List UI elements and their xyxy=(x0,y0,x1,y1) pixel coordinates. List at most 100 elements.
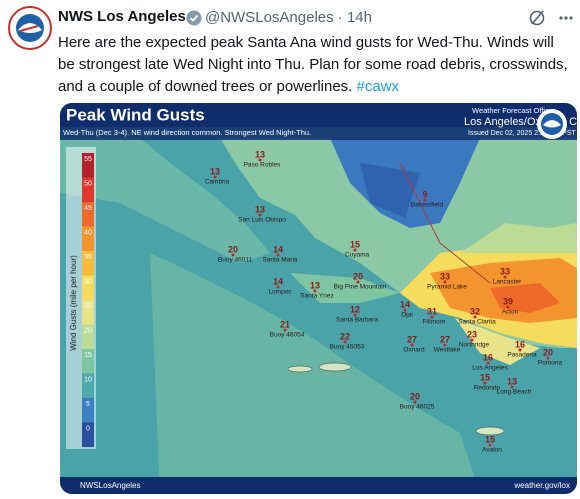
legend-label: 5 xyxy=(86,401,90,408)
place-value: 13 xyxy=(255,149,265,159)
place-dot xyxy=(473,315,477,319)
place-dot xyxy=(258,158,262,162)
tweet-body: Here are the expected peak Santa Ana win… xyxy=(58,34,568,95)
place: 27 Westlake xyxy=(434,334,461,353)
place: 14 Ojai xyxy=(400,299,413,318)
place-dot xyxy=(510,385,514,389)
place-name: Bakersfield xyxy=(411,202,444,209)
place-name: Lompoc xyxy=(268,289,292,296)
place-value: 27 xyxy=(407,334,417,344)
map-subtitle: Wed-Thu (Dec 3-4). NE wind direction com… xyxy=(63,128,311,137)
place-dot xyxy=(258,213,262,217)
legend: Wind Gusts (mile per hour) 5550454035302… xyxy=(66,147,96,449)
timestamp[interactable]: 14h xyxy=(346,9,372,26)
place-value: 23 xyxy=(467,329,477,339)
legend-label: 25 xyxy=(84,303,92,310)
place-dot xyxy=(443,280,447,284)
place-value: 22 xyxy=(340,331,350,341)
place-name: Pasadena xyxy=(507,352,537,359)
place-value: 15 xyxy=(485,434,495,444)
place-name: Oxnard xyxy=(403,347,425,354)
legend-swatch xyxy=(82,251,94,276)
legend-swatch xyxy=(82,398,94,423)
place-name: Buoy 46054 xyxy=(270,332,305,339)
place-dot xyxy=(430,315,434,319)
legend-label: 40 xyxy=(84,229,92,236)
legend-swatch xyxy=(82,373,94,398)
place-dot xyxy=(353,313,357,317)
place-value: 39 xyxy=(503,296,513,306)
office-label: Weather Forecast Office xyxy=(472,106,553,115)
place-name: Pyramid Lake xyxy=(427,284,467,291)
handle-line: @NWSLosAngeles · 14h xyxy=(205,9,372,26)
place: 13 Santa Ynez xyxy=(300,280,334,299)
legend-swatch xyxy=(82,275,94,300)
legend-swatch xyxy=(82,300,94,325)
place: 13 Cambria xyxy=(205,166,230,185)
legend-label: 10 xyxy=(84,376,92,383)
place-dot xyxy=(503,275,507,279)
author-name[interactable]: NWS Los Angeles xyxy=(58,8,186,25)
verified-badge xyxy=(186,10,202,26)
place-name: Big Pine Mountain xyxy=(334,284,387,291)
place-name: Ojai xyxy=(401,312,413,319)
place-name: Buoy 46025 xyxy=(400,404,435,411)
place-name: Los Angeles xyxy=(472,365,508,372)
place: 27 Oxnard xyxy=(403,334,425,353)
hashtag[interactable]: #cawx xyxy=(356,78,400,95)
place: 33 Lancaster xyxy=(493,266,522,285)
place: 13 San Luis Obispo xyxy=(238,204,286,223)
place-name: Long Beach xyxy=(497,389,532,396)
place-name: San Luis Obispo xyxy=(238,217,286,224)
place: 20 Pomona xyxy=(538,347,563,366)
handle[interactable]: @NWSLosAngeles xyxy=(205,9,334,26)
place: 14 Lompoc xyxy=(268,276,292,295)
place-dot xyxy=(518,348,522,352)
nws-logo xyxy=(537,109,567,139)
place-name: Lancaster xyxy=(493,279,522,286)
issued-time: Issued Dec 02, 2025 2:31 PM PST xyxy=(468,130,577,137)
place-dot xyxy=(231,253,235,257)
place-dot xyxy=(423,198,427,202)
map-image[interactable]: Peak Wind Gusts Wed-Thu (Dec 3-4). NE wi… xyxy=(60,103,577,494)
place-name: Avalon xyxy=(482,447,502,454)
place-dot xyxy=(506,305,510,309)
place: 15 Redondo xyxy=(474,372,501,391)
place-dot xyxy=(546,356,550,360)
place-dot xyxy=(413,400,417,404)
place-value: 33 xyxy=(440,271,450,281)
legend-swatch xyxy=(82,177,94,202)
place-value: 14 xyxy=(273,244,283,254)
footer-account: NWSLosAngeles xyxy=(80,481,140,490)
legend-label: 15 xyxy=(84,352,92,359)
avatar[interactable] xyxy=(8,6,52,50)
legend-label: 0 xyxy=(86,425,90,432)
place-value: 14 xyxy=(273,276,283,286)
place-value: 16 xyxy=(483,352,493,362)
place-value: 33 xyxy=(500,266,510,276)
grok-button[interactable] xyxy=(529,10,545,26)
footer-url: weather.gov/lox xyxy=(513,481,570,490)
place-dot xyxy=(483,381,487,385)
place: 31 Fillmore xyxy=(422,306,445,325)
place: 20 Big Pine Mountain xyxy=(334,271,387,290)
legend-swatch xyxy=(82,202,94,227)
place-name: Buoy 46053 xyxy=(330,344,365,351)
place-name: Cambria xyxy=(205,179,230,186)
more-button[interactable] xyxy=(559,16,573,20)
legend-label: 45 xyxy=(84,205,92,212)
legend-swatch xyxy=(82,422,94,447)
place-dot xyxy=(443,343,447,347)
place-name: Fillmore xyxy=(422,319,445,326)
place-value: 20 xyxy=(228,244,238,254)
place-name: Cuyama xyxy=(345,252,370,259)
place: 39 Acton xyxy=(502,296,519,315)
place: 20 Buoy 46025 xyxy=(400,391,435,410)
place-value: 31 xyxy=(427,306,437,316)
place-name: Santa Barbara xyxy=(336,317,378,324)
place-dot xyxy=(313,289,317,293)
place-dot xyxy=(403,308,407,312)
legend-label: 35 xyxy=(84,254,92,261)
place: 32 Santa Clarita xyxy=(458,306,496,325)
place: 13 Long Beach xyxy=(497,376,532,395)
